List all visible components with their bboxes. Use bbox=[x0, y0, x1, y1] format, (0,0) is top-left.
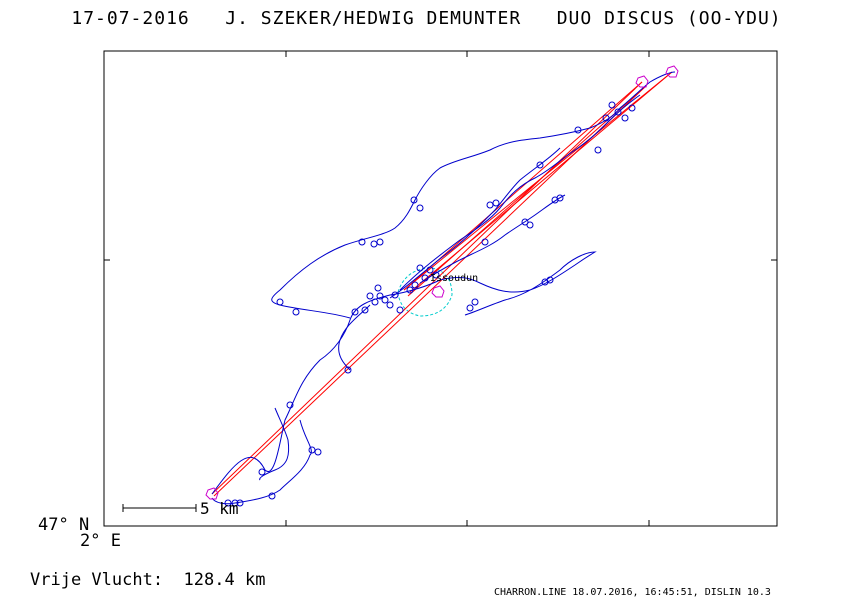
flight-date: 17-07-2016 bbox=[71, 8, 190, 29]
footer-info: CHARRON.LINE 18.07.2016, 16:45:51, DISLI… bbox=[494, 587, 771, 598]
turnpoint-north bbox=[635, 75, 649, 88]
turnpoint-north-east bbox=[665, 65, 679, 78]
axis-ticks bbox=[104, 51, 777, 526]
start-point bbox=[205, 487, 219, 500]
turnpoint-issoudun bbox=[431, 285, 445, 298]
distance-label: Vrije Vlucht: bbox=[30, 570, 164, 590]
distance-summary: Vrije Vlucht: 128.4 km bbox=[30, 570, 265, 590]
latitude-label: 47° N bbox=[38, 515, 90, 535]
scale-label: 5 km bbox=[200, 499, 239, 518]
turnpoints bbox=[205, 65, 679, 500]
pilot-names: J. SZEKER/HEDWIG DEMUNTER bbox=[225, 8, 522, 29]
map-frame bbox=[103, 50, 778, 527]
scale-bar bbox=[122, 504, 197, 512]
task-lines bbox=[211, 71, 673, 497]
longitude-label: 2° E bbox=[80, 531, 121, 551]
flight-track bbox=[211, 71, 676, 505]
town-label: Issoudun bbox=[430, 273, 479, 284]
distance-value: 128.4 km bbox=[183, 570, 266, 590]
flight-title: 17-07-2016 J. SZEKER/HEDWIG DEMUNTER DUO… bbox=[0, 8, 853, 29]
thermal-circles bbox=[224, 101, 636, 507]
aircraft-name: DUO DISCUS (OO-YDU) bbox=[556, 8, 782, 29]
